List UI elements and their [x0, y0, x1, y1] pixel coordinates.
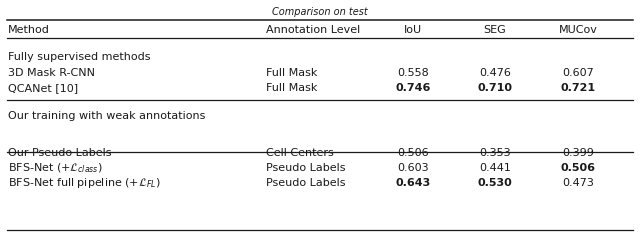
Text: 0.607: 0.607	[562, 68, 594, 78]
Text: SEG: SEG	[484, 25, 506, 35]
Text: 0.506: 0.506	[397, 148, 429, 158]
Text: 0.603: 0.603	[397, 163, 429, 173]
Text: BFS-Net (+$\mathcal{L}_{class}$): BFS-Net (+$\mathcal{L}_{class}$)	[8, 161, 102, 175]
Text: 0.476: 0.476	[479, 68, 511, 78]
Text: Pseudo Labels: Pseudo Labels	[266, 178, 346, 188]
Text: 0.441: 0.441	[479, 163, 511, 173]
Text: Cell Centers: Cell Centers	[266, 148, 333, 158]
Text: Our training with weak annotations: Our training with weak annotations	[8, 111, 205, 121]
Text: 0.558: 0.558	[397, 68, 429, 78]
Text: Full Mask: Full Mask	[266, 83, 317, 93]
Text: Annotation Level: Annotation Level	[266, 25, 360, 35]
Text: Our Pseudo Labels: Our Pseudo Labels	[8, 148, 111, 158]
Text: Pseudo Labels: Pseudo Labels	[266, 163, 346, 173]
Text: 0.506: 0.506	[561, 163, 595, 173]
Text: 0.710: 0.710	[477, 83, 513, 93]
Text: 0.530: 0.530	[477, 178, 513, 188]
Text: Comparison on test: Comparison on test	[272, 7, 368, 17]
Text: 0.643: 0.643	[396, 178, 431, 188]
Text: Method: Method	[8, 25, 50, 35]
Text: IoU: IoU	[404, 25, 422, 35]
Text: Full Mask: Full Mask	[266, 68, 317, 78]
Text: 3D Mask R-CNN: 3D Mask R-CNN	[8, 68, 95, 78]
Text: 0.721: 0.721	[561, 83, 596, 93]
Text: MUCov: MUCov	[559, 25, 597, 35]
Text: 0.473: 0.473	[562, 178, 594, 188]
Text: BFS-Net full pipeline (+$\mathcal{L}_{FL}$): BFS-Net full pipeline (+$\mathcal{L}_{FL…	[8, 176, 161, 190]
Text: 0.353: 0.353	[479, 148, 511, 158]
Text: 0.746: 0.746	[396, 83, 431, 93]
Text: 0.399: 0.399	[562, 148, 594, 158]
Text: Fully supervised methods: Fully supervised methods	[8, 52, 150, 62]
Text: QCANet [10]: QCANet [10]	[8, 83, 78, 93]
